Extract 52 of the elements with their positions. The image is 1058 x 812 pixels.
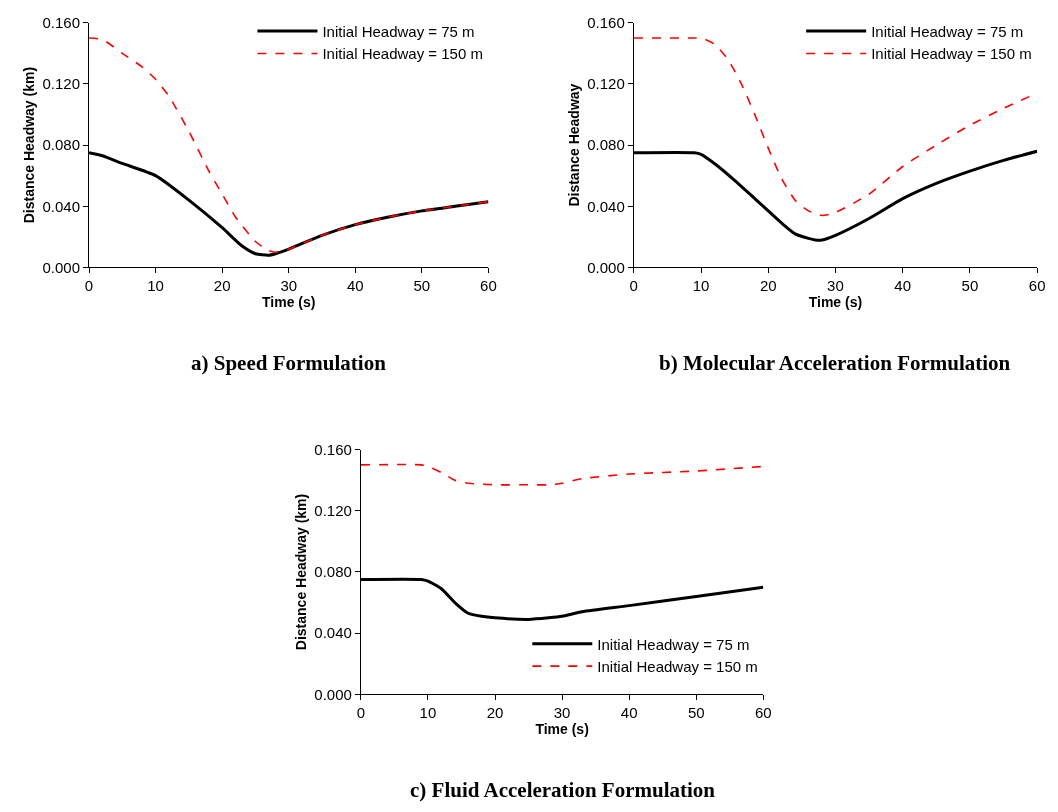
x-tick-label: 0 xyxy=(356,704,366,722)
y-tick-label: 0.080 xyxy=(314,563,352,581)
y-tick-label: 0.160 xyxy=(42,13,81,31)
x-axis-title: Time (s) xyxy=(262,294,316,311)
legend-label: Initial Headway = 150 m xyxy=(597,658,758,676)
legend-label: Initial Headway = 150 m xyxy=(871,45,1032,63)
y-tick-label: 0.080 xyxy=(42,136,81,154)
x-tick-label: 60 xyxy=(1028,277,1046,295)
x-tick-label: 10 xyxy=(692,277,710,295)
legend-label: Initial Headway = 75 m xyxy=(322,22,475,40)
y-axis-title: Distance Headway (km) xyxy=(292,493,309,651)
x-tick-label: 30 xyxy=(553,704,571,722)
legend-label: Initial Headway = 75 m xyxy=(871,22,1024,40)
y-axis-title: Distance Headway (km) xyxy=(21,66,38,224)
x-tick-label: 50 xyxy=(961,277,979,295)
x-tick-label: 0 xyxy=(84,277,94,295)
y-tick-label: 0.160 xyxy=(587,13,625,31)
x-axis-title: Time (s) xyxy=(535,721,589,738)
legend-label: Initial Headway = 150 m xyxy=(322,45,483,63)
y-tick-label: 0.000 xyxy=(587,258,625,276)
text: a) Speed Formulation xyxy=(191,351,387,375)
y-tick-label: 0.120 xyxy=(314,502,352,520)
y-tick-label: 0.120 xyxy=(42,75,81,93)
x-tick-label: 60 xyxy=(480,277,497,295)
x-tick-label: 60 xyxy=(754,704,772,722)
y-tick-label: 0.040 xyxy=(587,197,625,215)
y-tick-label: 0.040 xyxy=(42,197,81,215)
x-tick-label: 10 xyxy=(419,704,437,722)
x-tick-label: 20 xyxy=(213,277,231,295)
x-tick-label: 40 xyxy=(894,277,912,295)
x-tick-label: 30 xyxy=(827,277,844,295)
x-tick-label: 0 xyxy=(629,277,638,295)
legend-label: Initial Headway = 75 m xyxy=(597,635,750,653)
line-series xyxy=(360,463,764,486)
y-tick-label: 0.080 xyxy=(587,136,625,154)
y-tick-label: 0.120 xyxy=(587,75,625,93)
y-tick-label: 0.000 xyxy=(42,258,81,276)
x-tick-label: 40 xyxy=(620,704,638,722)
x-tick-label: 20 xyxy=(759,277,777,295)
x-tick-label: 40 xyxy=(346,277,364,295)
y-tick-label: 0.040 xyxy=(314,624,352,642)
y-tick-label: 0.160 xyxy=(314,440,352,458)
text: b) Molecular Acceleration Formulation xyxy=(659,351,1011,375)
x-tick-label: 50 xyxy=(687,704,705,722)
x-axis-title: Time (s) xyxy=(808,294,863,311)
x-tick-label: 30 xyxy=(280,277,298,295)
y-tick-label: 0.000 xyxy=(314,685,352,703)
x-tick-label: 10 xyxy=(147,277,164,295)
x-tick-label: 50 xyxy=(413,277,431,295)
y-axis-title: Distance Headway xyxy=(565,83,582,207)
text: c) Fluid Acceleration Formulation xyxy=(410,778,716,802)
x-tick-label: 20 xyxy=(486,704,504,722)
